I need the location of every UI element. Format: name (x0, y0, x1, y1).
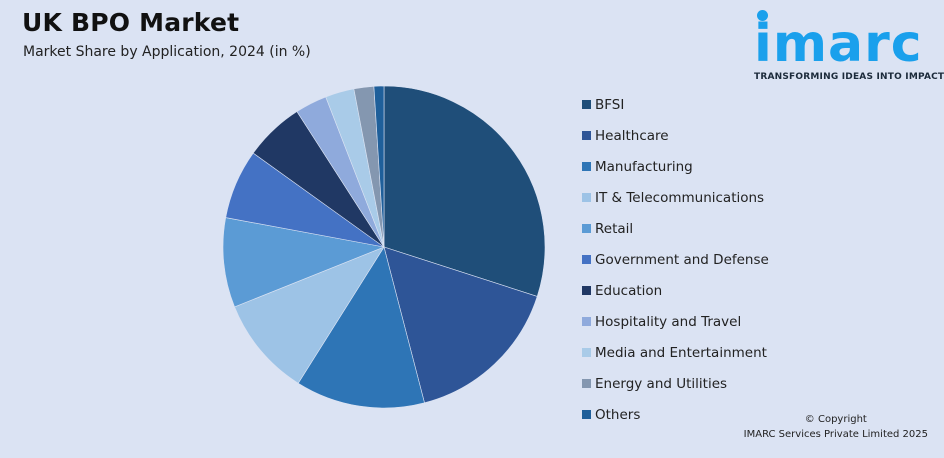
legend-swatch (582, 193, 591, 202)
copyright-line-1: © Copyright (804, 414, 867, 425)
legend-label: Retail (595, 220, 634, 237)
legend-swatch (582, 348, 591, 357)
logo-dot-icon (757, 10, 768, 21)
legend-swatch (582, 224, 591, 233)
pie-slice-manufacturing (297, 246, 425, 409)
pie-slice-bfsi (383, 85, 546, 297)
legend-item: Others (582, 399, 769, 430)
legend-item: Government and Defense (582, 244, 769, 275)
legend-item: IT & Telecommunications (582, 182, 769, 213)
legend-swatch (582, 131, 591, 140)
legend-item: BFSI (582, 89, 769, 120)
chart-subtitle: Market Share by Application, 2024 (in %) (23, 44, 311, 60)
legend-item: Hospitality and Travel (582, 306, 769, 337)
legend-item: Energy and Utilities (582, 368, 769, 399)
legend-item: Healthcare (582, 120, 769, 151)
legend-label: Government and Defense (595, 251, 769, 268)
legend-label: Others (595, 406, 641, 423)
legend-swatch (582, 100, 591, 109)
legend-item: Media and Entertainment (582, 337, 769, 368)
legend-label: IT & Telecommunications (595, 189, 765, 206)
legend-swatch (582, 255, 591, 264)
legend-label: Media and Entertainment (595, 344, 767, 361)
legend-swatch (582, 162, 591, 171)
pie-slice-others (373, 85, 385, 248)
legend-label: Education (595, 282, 663, 299)
legend-label: Energy and Utilities (595, 375, 728, 392)
legend-swatch (582, 410, 591, 419)
pie-slice-retail (222, 217, 386, 308)
copyright-line-2: IMARC Services Private Limited 2025 (743, 429, 928, 440)
legend-label: Manufacturing (595, 158, 693, 175)
pie-slice-it-telecommunications (234, 246, 385, 384)
imarc-logo: imarc TRANSFORMING IDEAS INTO IMPACT (752, 6, 944, 86)
legend-label: Hospitality and Travel (595, 313, 742, 330)
legend-swatch (582, 317, 591, 326)
legend-swatch (582, 286, 591, 295)
pie-slice-healthcare (383, 246, 538, 404)
legend-item: Manufacturing (582, 151, 769, 182)
copyright: © Copyright IMARC Services Private Limit… (744, 412, 928, 442)
legend-swatch (582, 379, 591, 388)
legend-item: Retail (582, 213, 769, 244)
legend: BFSI Healthcare Manufacturing IT & Telecomm… (582, 89, 769, 430)
legend-item: Education (582, 275, 769, 306)
legend-label: Healthcare (595, 127, 669, 144)
logo-wordmark: imarc (754, 14, 923, 74)
legend-label: BFSI (595, 96, 625, 113)
logo-tagline: TRANSFORMING IDEAS INTO IMPACT (754, 72, 944, 82)
chart-title: UK BPO Market (22, 8, 240, 37)
